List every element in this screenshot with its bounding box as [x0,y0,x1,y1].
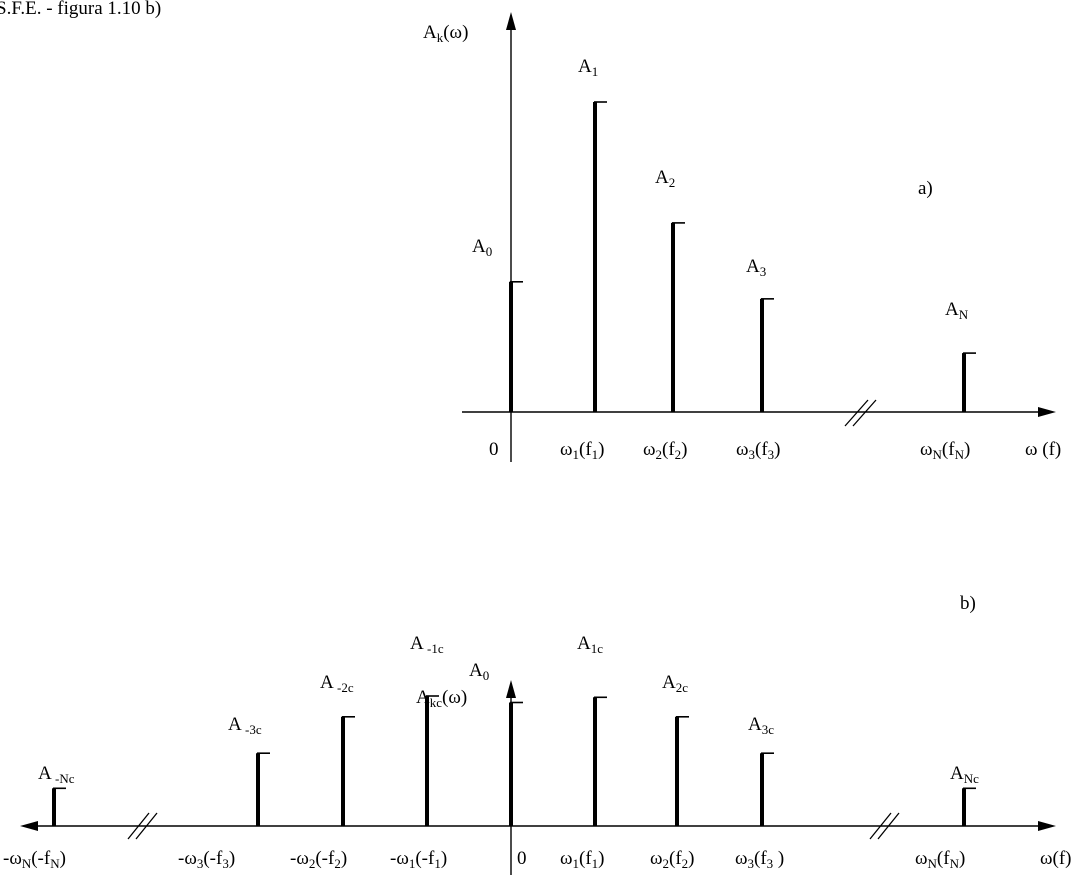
panel-a-amp-label-3: A3 [746,256,766,279]
panel-b-x-right-arrow [1038,821,1056,831]
panel-a-y-label: Ak(ω) [423,22,468,45]
panel-b-y-label: Akc(ω) [416,687,467,710]
panel-b-x-left-arrow [20,821,38,831]
panel-b-freq-tick-6: ω2(f2) [650,848,695,871]
panel-b-bars: A -Nc -ωN(-fN) A -3c -ω3(-f3) A -2c -ω2(-f2) A… [3,633,979,871]
panel-b-freq-tick-8: ωN(fN) [915,848,965,871]
panel-a-freq-tick-3: ω3(f3) [736,439,781,462]
panel-a-x-arrow [1038,407,1056,417]
panel-a-origin-label: 0 [489,439,499,460]
panel-a-amp-label-4: AN [945,299,969,322]
panel-b: A -Nc -ωN(-fN) A -3c -ω3(-f3) A -2c -ω2(-f2) A… [3,593,1072,875]
panel-b-axis-break-right [869,812,892,840]
panel-b-origin-label: 0 [517,848,527,869]
panel-a-amp-label-2: A2 [655,167,675,190]
panel-b-amp-label-6: A2c [662,672,688,695]
panel-a-amp-label-0: A0 [472,236,492,259]
panel-b-amp-label-4: A0 [469,660,489,683]
panel-b-amp-label-1: A -3c [228,714,262,737]
panel-b-amp-label-8: ANc [950,763,979,786]
panel-a-freq-tick-4: ωN(fN) [920,439,970,462]
panel-a-x-label: ω (f) [1025,439,1061,460]
figure-caption: S.F.E. - figura 1.10 b) [0,0,161,19]
panel-b-freq-tick-0: -ωN(-fN) [3,848,66,871]
panel-a-bars: A0 A1 ω1(f1) A2 ω2(f2) A3 ω3(f3) AN ωN(fN) [472,56,976,462]
panel-b-axis-break-left [127,812,150,840]
panel-b-freq-tick-7: ω3(f3 ) [735,848,784,871]
panel-a: A0 A1 ω1(f1) A2 ω2(f2) A3 ω3(f3) AN ωN(fN) Ak(ω)… [423,12,1061,462]
panel-b-freq-tick-1: -ω3(-f3) [178,848,235,871]
panel-a-amp-label-1: A1 [578,56,598,79]
panel-b-tag: b) [960,593,976,614]
panel-a-y-arrow [506,12,516,30]
panel-b-freq-tick-3: -ω1(-f1) [390,848,447,871]
panel-b-freq-tick-2: -ω2(-f2) [290,848,347,871]
panel-b-amp-label-0: A -Nc [38,763,75,786]
panel-a-axis-break [844,399,869,427]
panel-b-amp-label-2: A -2c [320,672,354,695]
panel-b-amp-label-7: A3c [748,714,774,737]
panel-b-amp-label-3: A -1c [410,633,444,656]
panel-a-tag: a) [918,178,933,199]
panel-b-y-arrow [506,680,516,698]
panel-a-freq-tick-2: ω2(f2) [643,439,688,462]
panel-b-freq-tick-5: ω1(f1) [560,848,605,871]
panel-b-amp-label-5: A1c [577,633,603,656]
panel-b-x-label: ω(f) [1040,848,1072,869]
panel-a-freq-tick-1: ω1(f1) [560,439,605,462]
